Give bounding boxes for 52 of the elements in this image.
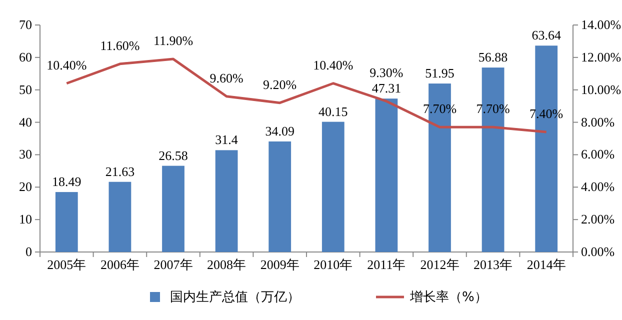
bar [322,122,344,252]
x-tick-label: 2014年 [526,257,566,272]
y-tick-label: 40 [19,114,32,130]
data-label: 40.15 [318,104,348,119]
y2-tick-label: 10.00% [581,82,622,97]
bar [162,166,184,252]
bar [268,141,292,252]
data-label: 10.40% [313,57,354,72]
bar [375,98,398,252]
y-tick-label: 60 [19,49,32,64]
data-label: 9.60% [210,70,244,86]
data-label: 11.90% [153,33,194,48]
data-label: 47.31 [372,80,402,96]
x-tick-label: 2011年 [367,257,406,272]
data-label: 11.60% [100,38,140,53]
x-tick-label: 2006年 [100,257,140,272]
data-label: 56.88 [478,50,508,65]
bar [108,182,132,252]
y2-tick-label: 4.00% [581,179,615,194]
data-label: 9.30% [370,65,404,80]
y-tick-label: 0 [26,244,32,259]
y-tick-label: 20 [19,179,32,194]
x-tick-label: 2005年 [47,257,86,272]
data-label: 34.09 [265,123,294,138]
bar [55,192,78,252]
data-label: 26.58 [158,148,188,163]
x-tick-label: 2008年 [207,257,246,272]
bar [215,150,238,252]
y-tick-label: 70 [19,17,32,32]
x-tick-label: 2007年 [154,257,193,272]
y2-tick-label: 2.00% [581,212,615,227]
y2-tick-label: 14.00% [581,17,622,32]
x-tick-label: 2012年 [420,257,460,272]
y2-tick-label: 12.00% [581,49,622,64]
data-label: 63.64 [532,28,562,43]
data-label: 18.49 [52,174,82,190]
data-label: 31.4 [215,132,238,148]
y2-tick-label: 8.00% [581,114,615,130]
legend-label: 增长率（%） [409,289,488,305]
x-tick-label: 2010年 [314,257,353,272]
x-tick-label: 2013年 [474,257,513,272]
y2-tick-label: 6.00% [581,146,615,162]
data-label: 10.40% [46,57,87,72]
data-label: 51.95 [425,66,454,81]
data-label: 21.63 [105,164,135,179]
y-tick-label: 30 [19,146,32,162]
y2-tick-label: 0.00% [581,244,615,259]
data-label: 9.20% [263,76,297,92]
legend-label: 国内生产总值（万亿） [170,290,300,305]
x-tick-label: 2009年 [260,257,300,272]
y-tick-label: 50 [19,82,32,97]
y-tick-label: 10 [19,212,32,227]
